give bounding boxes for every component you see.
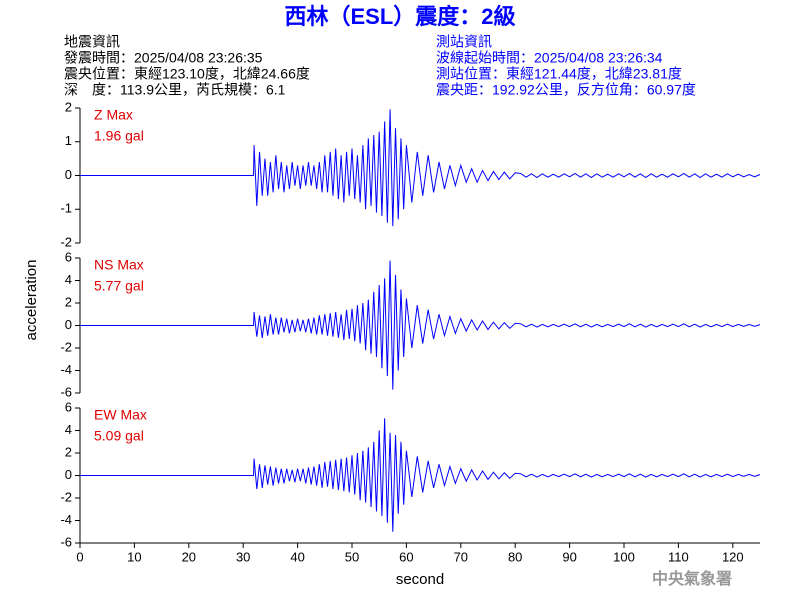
waveform — [80, 418, 761, 532]
annotation: 1.96 gal — [94, 128, 144, 144]
x-tick-label: 30 — [236, 549, 250, 564]
info-right: 震央距：192.92公里，反方位角：60.97度 — [436, 82, 696, 98]
y-tick-label: 4 — [65, 422, 72, 437]
x-tick-label: 60 — [399, 549, 413, 564]
x-tick-label: 110 — [668, 549, 689, 564]
y-tick-label: -4 — [60, 512, 72, 527]
x-tick-label: 90 — [562, 549, 576, 564]
info-left: 震央位置：東經123.10度，北緯24.66度 — [64, 66, 310, 82]
chart-title: 西林（ESL）震度：2級 — [284, 4, 515, 29]
x-tick-label: 0 — [76, 549, 83, 564]
annotation: 5.09 gal — [94, 428, 144, 444]
annotation: EW Max — [94, 407, 147, 423]
waveform — [80, 260, 761, 390]
footer: 中央氣象署 — [652, 569, 732, 588]
annotation: Z Max — [94, 107, 133, 123]
y-tick-label: 2 — [65, 294, 72, 309]
y-tick-label: 0 — [65, 467, 72, 482]
y-tick-label: -2 — [60, 339, 72, 354]
info-right: 測站資訊 — [436, 34, 492, 50]
info-left: 深 度：113.9公里，芮氏規模：6.1 — [64, 82, 286, 98]
y-tick-label: 4 — [65, 272, 72, 287]
y-tick-label: -6 — [60, 534, 72, 549]
annotation: NS Max — [94, 257, 144, 273]
x-tick-label: 100 — [613, 549, 635, 564]
y-tick-label: -2 — [60, 234, 72, 249]
y-tick-label: 0 — [65, 317, 72, 332]
y-tick-label: 6 — [65, 399, 72, 414]
y-tick-label: 2 — [65, 99, 72, 114]
x-tick-label: 40 — [290, 549, 304, 564]
x-tick-label: 80 — [508, 549, 522, 564]
info-right: 測站位置：東經121.44度，北緯23.81度 — [436, 66, 682, 82]
x-tick-label: 50 — [345, 549, 359, 564]
y-tick-label: -1 — [60, 201, 72, 216]
x-tick-label: 70 — [454, 549, 468, 564]
y-axis-label: acceleration — [23, 260, 40, 341]
y-tick-label: 6 — [65, 249, 72, 264]
waveform — [80, 109, 761, 227]
y-tick-label: -6 — [60, 384, 72, 399]
annotation: 5.77 gal — [94, 278, 144, 294]
info-left: 地震資訊 — [64, 34, 120, 50]
y-tick-label: 1 — [65, 133, 72, 148]
info-left: 發震時間：2025/04/08 23:26:35 — [64, 50, 263, 66]
x-tick-label: 120 — [722, 549, 744, 564]
x-axis-label: second — [396, 571, 444, 588]
info-right: 波線起始時間：2025/04/08 23:26:34 — [436, 50, 663, 66]
y-tick-label: 2 — [65, 444, 72, 459]
y-tick-label: -4 — [60, 362, 72, 377]
x-tick-label: 10 — [127, 549, 141, 564]
y-tick-label: -2 — [60, 489, 72, 504]
x-tick-label: 20 — [182, 549, 196, 564]
y-tick-label: 0 — [65, 167, 72, 182]
